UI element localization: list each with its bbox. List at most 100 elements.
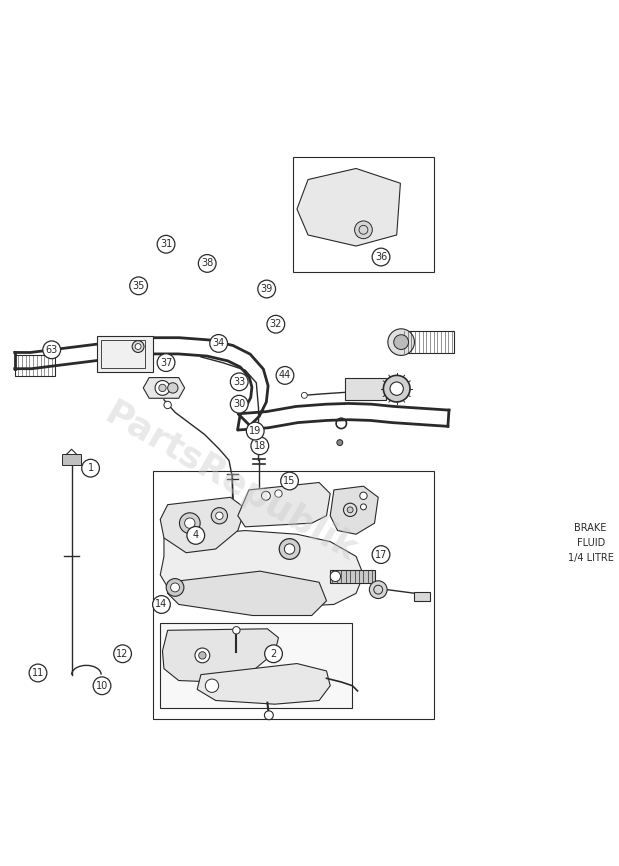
Circle shape — [246, 423, 264, 440]
Circle shape — [43, 341, 61, 359]
Circle shape — [230, 373, 248, 391]
Bar — [62, 455, 81, 465]
Circle shape — [195, 648, 210, 662]
Circle shape — [256, 428, 261, 434]
Circle shape — [132, 340, 144, 352]
Circle shape — [360, 492, 367, 500]
Text: 10: 10 — [96, 681, 108, 691]
Text: 11: 11 — [32, 668, 44, 678]
Bar — [293, 158, 434, 272]
Circle shape — [258, 281, 275, 298]
Text: 2: 2 — [271, 649, 277, 659]
Text: PartsRepublik: PartsRepublik — [98, 397, 363, 569]
Circle shape — [301, 392, 307, 398]
Circle shape — [264, 711, 274, 720]
Text: 19: 19 — [249, 426, 261, 436]
Circle shape — [171, 583, 180, 591]
Circle shape — [198, 255, 216, 272]
Text: 37: 37 — [160, 358, 172, 367]
Circle shape — [390, 382, 404, 395]
Circle shape — [276, 366, 294, 385]
Text: 34: 34 — [212, 339, 225, 348]
Text: 15: 15 — [284, 476, 296, 486]
Circle shape — [337, 440, 343, 446]
Circle shape — [29, 664, 47, 682]
Circle shape — [210, 334, 228, 352]
Text: 36: 36 — [375, 252, 387, 262]
Circle shape — [164, 401, 171, 409]
Text: 14: 14 — [155, 599, 168, 610]
Text: 18: 18 — [254, 441, 266, 451]
Text: 17: 17 — [375, 550, 387, 559]
Circle shape — [347, 507, 353, 513]
Polygon shape — [238, 482, 330, 527]
Circle shape — [284, 544, 295, 554]
Circle shape — [159, 385, 166, 391]
Circle shape — [394, 335, 409, 350]
Circle shape — [261, 491, 271, 501]
Circle shape — [168, 383, 178, 393]
Circle shape — [280, 472, 298, 490]
Circle shape — [330, 572, 340, 582]
Bar — [552, 490, 619, 608]
Bar — [402, 331, 454, 353]
Circle shape — [360, 504, 366, 510]
Circle shape — [583, 475, 598, 490]
Circle shape — [157, 353, 175, 372]
Circle shape — [135, 344, 141, 350]
Circle shape — [355, 221, 372, 239]
Circle shape — [199, 652, 206, 659]
Polygon shape — [15, 338, 449, 430]
Circle shape — [265, 645, 282, 662]
Bar — [101, 339, 145, 368]
Text: 1: 1 — [87, 463, 93, 473]
Text: 30: 30 — [233, 399, 245, 410]
Polygon shape — [168, 572, 326, 616]
Polygon shape — [160, 497, 245, 553]
Bar — [15, 355, 55, 376]
Text: 4: 4 — [193, 530, 199, 540]
Bar — [160, 623, 352, 708]
Circle shape — [233, 627, 240, 634]
Circle shape — [166, 578, 184, 597]
Circle shape — [82, 459, 100, 477]
Text: 32: 32 — [270, 320, 282, 329]
Text: 63: 63 — [46, 345, 58, 355]
Circle shape — [383, 375, 410, 402]
Circle shape — [215, 512, 223, 520]
Circle shape — [157, 236, 175, 253]
Text: 39: 39 — [261, 284, 273, 294]
Text: 35: 35 — [132, 281, 145, 291]
Circle shape — [93, 677, 111, 695]
Polygon shape — [297, 169, 400, 246]
Text: 33: 33 — [233, 377, 245, 387]
Circle shape — [279, 539, 300, 559]
Bar — [153, 471, 434, 719]
Text: 31: 31 — [160, 239, 172, 249]
Circle shape — [211, 507, 228, 524]
Polygon shape — [197, 663, 330, 704]
Bar — [330, 570, 374, 583]
Polygon shape — [143, 378, 184, 398]
Circle shape — [251, 437, 269, 455]
Bar — [413, 591, 430, 601]
Circle shape — [577, 469, 604, 496]
Circle shape — [180, 513, 200, 533]
Circle shape — [155, 380, 170, 395]
Bar — [345, 378, 386, 400]
Circle shape — [370, 581, 387, 598]
Polygon shape — [162, 629, 279, 682]
Circle shape — [372, 546, 390, 564]
Circle shape — [372, 249, 390, 266]
Circle shape — [275, 490, 282, 497]
Circle shape — [187, 527, 205, 544]
Text: 38: 38 — [201, 258, 214, 268]
Circle shape — [153, 596, 170, 613]
Polygon shape — [330, 486, 378, 534]
Circle shape — [130, 277, 147, 294]
Circle shape — [206, 679, 219, 692]
Polygon shape — [160, 531, 363, 608]
Circle shape — [114, 645, 131, 662]
Circle shape — [267, 315, 285, 333]
Circle shape — [388, 329, 415, 355]
